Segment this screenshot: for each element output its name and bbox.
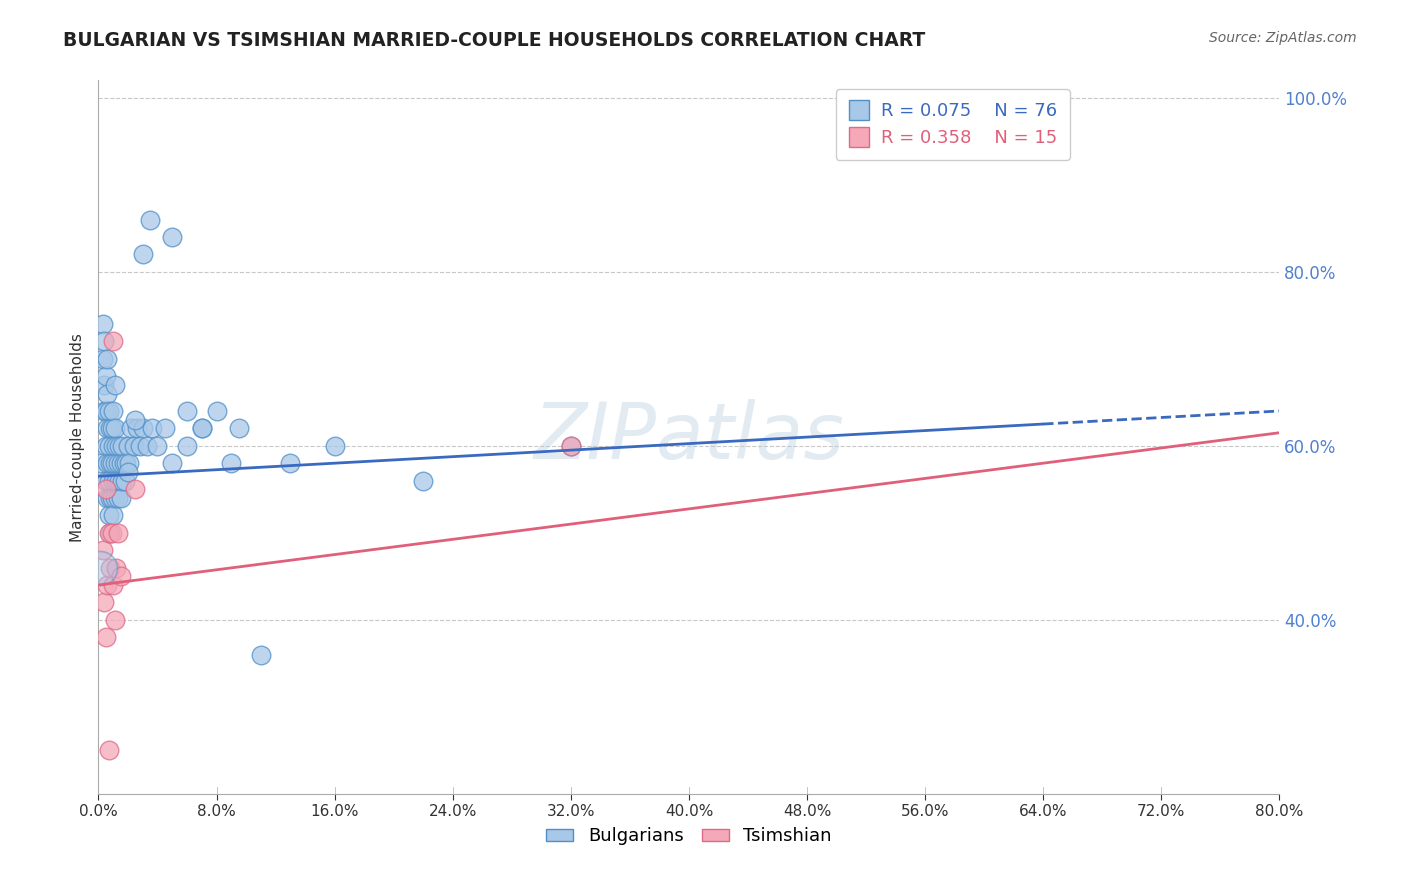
Point <box>124 412 146 426</box>
Point <box>97 474 120 488</box>
Point <box>146 439 169 453</box>
Point <box>105 474 128 488</box>
Text: Source: ZipAtlas.com: Source: ZipAtlas.com <box>1209 31 1357 45</box>
Point <box>93 404 115 418</box>
Point <box>136 439 159 453</box>
Point <box>108 439 131 453</box>
Point <box>97 404 120 418</box>
Point <box>98 560 121 574</box>
Point <box>162 230 183 244</box>
Legend: Bulgarians, Tsimshian: Bulgarians, Tsimshian <box>538 821 839 853</box>
Point <box>103 439 125 453</box>
Point <box>97 525 120 540</box>
Point <box>96 351 118 366</box>
Point <box>228 421 250 435</box>
Point <box>112 456 135 470</box>
Point <box>560 439 582 453</box>
Point <box>96 386 118 401</box>
Point <box>96 491 118 505</box>
Point <box>105 439 128 453</box>
Point <box>103 578 125 592</box>
Point <box>104 456 127 470</box>
Point <box>139 212 162 227</box>
Point <box>118 456 141 470</box>
Point <box>412 474 434 488</box>
Point <box>103 334 125 349</box>
Point <box>93 334 115 349</box>
Point <box>125 421 148 435</box>
Point <box>94 404 117 418</box>
Point <box>323 439 346 453</box>
Point <box>104 421 127 435</box>
Point <box>94 483 117 497</box>
Point <box>104 377 127 392</box>
Point <box>132 421 155 435</box>
Point <box>124 483 146 497</box>
Point <box>107 456 129 470</box>
Point <box>120 421 142 435</box>
Text: BULGARIAN VS TSIMSHIAN MARRIED-COUPLE HOUSEHOLDS CORRELATION CHART: BULGARIAN VS TSIMSHIAN MARRIED-COUPLE HO… <box>63 31 925 50</box>
Point <box>117 465 139 479</box>
Point <box>108 474 131 488</box>
Point <box>128 439 150 453</box>
Point <box>104 491 127 505</box>
Point <box>98 525 121 540</box>
Point <box>153 421 176 435</box>
Point <box>100 491 122 505</box>
Point <box>115 456 138 470</box>
Y-axis label: Married-couple Households: Married-couple Households <box>69 333 84 541</box>
Point <box>100 456 122 470</box>
Point <box>191 421 214 435</box>
Point <box>141 421 163 435</box>
Point <box>250 648 273 662</box>
Point <box>100 525 122 540</box>
Point <box>107 491 129 505</box>
Point <box>117 439 139 453</box>
Point <box>176 404 198 418</box>
Point <box>97 439 120 453</box>
Point <box>221 456 243 470</box>
Point <box>91 317 114 331</box>
Point <box>162 456 183 470</box>
Point <box>91 351 114 366</box>
Point <box>191 421 214 435</box>
Point <box>110 456 132 470</box>
Point <box>98 456 121 470</box>
Point <box>96 578 118 592</box>
Point <box>93 377 115 392</box>
Point <box>111 439 134 453</box>
Point <box>94 474 117 488</box>
Point <box>91 543 114 558</box>
Point <box>114 474 136 488</box>
Point <box>103 474 125 488</box>
Point <box>110 491 132 505</box>
Point <box>96 456 118 470</box>
Point <box>107 525 129 540</box>
Point <box>97 743 120 757</box>
Point <box>94 439 117 453</box>
Point <box>93 595 115 609</box>
Point <box>103 508 125 523</box>
Point <box>280 456 302 470</box>
Point <box>96 421 118 435</box>
Point <box>90 456 112 470</box>
Point <box>100 421 122 435</box>
Point <box>98 491 121 505</box>
Point <box>97 508 120 523</box>
Point <box>560 439 582 453</box>
Point <box>205 404 228 418</box>
Text: ZIPatlas: ZIPatlas <box>533 399 845 475</box>
Point <box>176 439 198 453</box>
Point <box>98 421 121 435</box>
Point <box>105 560 128 574</box>
Point <box>132 247 155 261</box>
Point <box>103 404 125 418</box>
Point <box>110 569 132 583</box>
Point <box>104 613 127 627</box>
Point <box>94 369 117 384</box>
Point <box>122 439 145 453</box>
Point <box>89 560 111 574</box>
Point <box>111 474 134 488</box>
Point <box>94 630 117 644</box>
